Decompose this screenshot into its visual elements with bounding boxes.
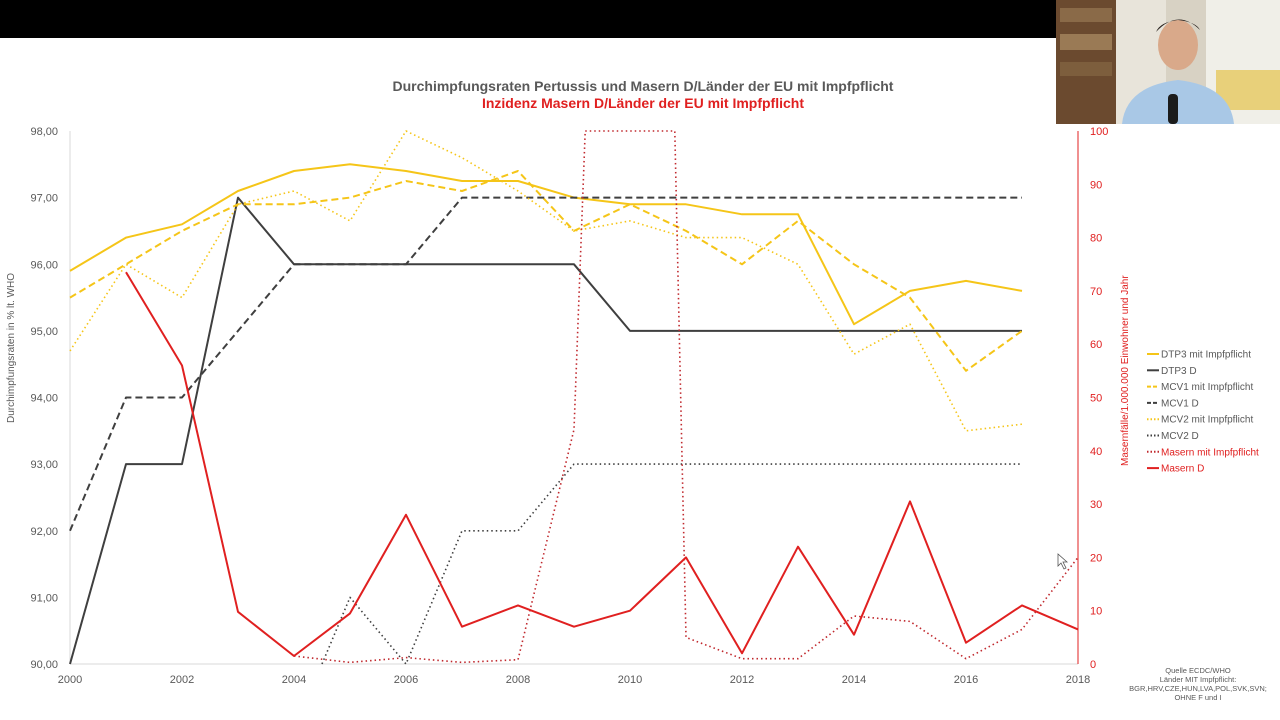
webcam-scene bbox=[1056, 0, 1280, 124]
legend-label: MCV1 D bbox=[1161, 398, 1199, 409]
x-tick-label: 2008 bbox=[506, 674, 530, 686]
y-tick-label: 91,00 bbox=[30, 592, 58, 604]
y-axis-label: Durchimpfungsraten in % lt. WHO bbox=[6, 273, 17, 423]
x-tick-label: 2000 bbox=[58, 674, 82, 686]
webcam-video bbox=[1056, 0, 1280, 124]
y2-tick-label: 90 bbox=[1090, 179, 1102, 191]
x-axis-ticks: 2000 2002 2004 2006 2008 2010 2012 2014 2016 2018 bbox=[58, 674, 1090, 686]
x-tick-label: 2018 bbox=[1066, 674, 1090, 686]
y-tick-label: 94,00 bbox=[30, 393, 58, 405]
y2-tick-label: 30 bbox=[1090, 499, 1102, 511]
series-line-3 bbox=[69, 196, 1022, 532]
series-line-2 bbox=[69, 170, 1023, 372]
y-tick-label: 92,00 bbox=[30, 526, 58, 538]
legend-label: MCV2 mit Impfpflicht bbox=[1161, 415, 1253, 426]
y2-tick-label: 0 bbox=[1090, 659, 1096, 671]
legend-label: DTP3 mit Impfpflicht bbox=[1161, 350, 1251, 361]
y2-tick-label: 100 bbox=[1090, 126, 1108, 138]
series-line-6 bbox=[293, 130, 1079, 664]
series-line-1 bbox=[69, 196, 1022, 665]
right-axis-ticks: 0 10 20 30 40 50 60 70 80 90 100 bbox=[1090, 126, 1108, 671]
series-group bbox=[69, 130, 1079, 665]
source-line-3: BGR,HRV,CZE,HUN,LVA,POL,SVK,SVN; bbox=[1129, 684, 1267, 693]
series-line-0 bbox=[69, 163, 1023, 326]
y2-tick-label: 80 bbox=[1090, 233, 1102, 245]
x-tick-label: 2002 bbox=[170, 674, 194, 686]
chart-title: Durchimpfungsraten Pertussis und Masern … bbox=[393, 78, 894, 94]
x-tick-label: 2006 bbox=[394, 674, 418, 686]
series-line-7 bbox=[125, 271, 1079, 657]
chart-svg: Durchimpfungsraten Pertussis und Masern … bbox=[6, 78, 1267, 702]
y-tick-label: 97,00 bbox=[30, 193, 58, 205]
mouse-cursor-icon bbox=[1057, 553, 1069, 570]
source-note: Quelle ECDC/WHO Länder MIT Impfpflicht: … bbox=[1129, 666, 1267, 702]
y-tick-label: 90,00 bbox=[30, 659, 58, 671]
legend: DTP3 mit Impfpflicht DTP3 D MCV1 mit Impfp… bbox=[1147, 350, 1259, 475]
y-tick-label: 98,00 bbox=[30, 126, 58, 138]
left-axis-ticks: 90,00 91,00 92,00 93,00 94,00 95,00 96,00 97,00… bbox=[30, 126, 58, 671]
y2-tick-label: 50 bbox=[1090, 393, 1102, 405]
y-tick-label: 95,00 bbox=[30, 326, 58, 338]
legend-label: Masern mit Impfpflicht bbox=[1161, 447, 1259, 458]
y-tick-label: 96,00 bbox=[30, 259, 58, 271]
x-tick-label: 2004 bbox=[282, 674, 306, 686]
legend-label: MCV1 mit Impfpflicht bbox=[1161, 382, 1253, 393]
x-tick-label: 2010 bbox=[618, 674, 642, 686]
series-line-5 bbox=[321, 463, 1022, 665]
x-tick-label: 2014 bbox=[842, 674, 866, 686]
source-line-1: Quelle ECDC/WHO bbox=[1165, 666, 1231, 675]
source-line-2: Länder MIT Impfpflicht: bbox=[1160, 675, 1237, 684]
y2-tick-label: 60 bbox=[1090, 339, 1102, 351]
slide-area: Durchimpfungsraten Pertussis und Masern … bbox=[0, 38, 1280, 720]
y2-tick-label: 20 bbox=[1090, 552, 1102, 564]
legend-label: Masern D bbox=[1161, 464, 1204, 475]
x-tick-label: 2016 bbox=[954, 674, 978, 686]
source-line-4: OHNE F und I bbox=[1174, 693, 1221, 702]
y2-axis-label: Masernfälle/1.000.000 Einwohner und Jahr bbox=[1120, 275, 1131, 466]
series-line-4 bbox=[69, 130, 1023, 432]
legend-label: DTP3 D bbox=[1161, 366, 1197, 377]
y2-tick-label: 70 bbox=[1090, 286, 1102, 298]
y-tick-label: 93,00 bbox=[30, 459, 58, 471]
legend-label: MCV2 D bbox=[1161, 431, 1199, 442]
chart-subtitle: Inzidenz Masern D/Länder der EU mit Impf… bbox=[482, 95, 804, 111]
y2-tick-label: 10 bbox=[1090, 606, 1102, 618]
x-tick-label: 2012 bbox=[730, 674, 754, 686]
y2-tick-label: 40 bbox=[1090, 446, 1102, 458]
